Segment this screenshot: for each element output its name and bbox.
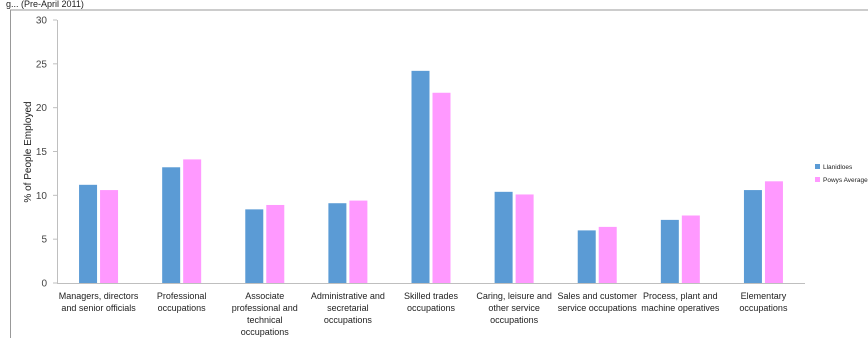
legend-label: Llanidloes xyxy=(823,164,853,171)
bar-llanidloes xyxy=(494,191,513,283)
bar-powys-average xyxy=(515,194,534,283)
legend-swatch xyxy=(815,177,820,182)
x-tick-label: Associate professional and technical occupa… xyxy=(232,291,298,337)
bar-llanidloes xyxy=(79,184,98,283)
x-tick-label: Professional occupations xyxy=(157,291,207,313)
y-tick-label: 20 xyxy=(36,103,48,114)
y-axis: 0 5 10 15 20 25 30 xyxy=(36,16,805,290)
bar-powys-average xyxy=(598,226,617,283)
x-tick-label: Process, plant and machine operatives xyxy=(641,291,720,313)
bar-powys-average xyxy=(681,215,700,283)
bar-powys-average xyxy=(183,159,202,283)
y-axis-label: % of People Employed xyxy=(23,101,34,202)
bar-llanidloes xyxy=(162,167,181,283)
bar-powys-average xyxy=(100,190,119,283)
bar-powys-average xyxy=(764,181,783,283)
x-tick-label: Administrative and secretarial occupations xyxy=(311,291,385,325)
y-tick-label: 10 xyxy=(36,191,48,202)
x-tick-label: Skilled trades occupations xyxy=(404,291,459,313)
bar-llanidloes xyxy=(660,219,679,283)
bar-llanidloes xyxy=(328,203,347,283)
legend-swatch xyxy=(815,164,820,169)
y-tick-label: 15 xyxy=(36,147,48,158)
y-tick-label: 5 xyxy=(41,235,47,246)
bar-llanidloes xyxy=(743,190,762,283)
bar-llanidloes xyxy=(577,230,596,283)
bar-powys-average xyxy=(432,92,451,283)
bars xyxy=(79,70,783,283)
y-tick-label: 0 xyxy=(41,279,47,290)
bar-powys-average xyxy=(349,200,368,283)
chart-title-fragment: g... (Pre-April 2011) xyxy=(6,0,84,9)
x-tick-label: Sales and customer service occupations xyxy=(557,291,637,313)
x-tick-label: Caring, leisure and other service occupati… xyxy=(476,291,552,325)
y-tick-label: 30 xyxy=(36,16,48,27)
x-axis-labels: Managers, directors and senior officials P… xyxy=(59,291,788,337)
legend-label: Powys Average xyxy=(823,177,868,184)
legend: Llanidloes Powys Average xyxy=(815,164,868,184)
x-tick-label: Elementary occupations xyxy=(739,291,788,313)
bar-powys-average xyxy=(266,204,285,283)
y-tick-label: 25 xyxy=(36,59,48,70)
x-tick-label: Managers, directors and senior officials xyxy=(59,291,139,313)
bar-llanidloes xyxy=(411,70,430,283)
bar-llanidloes xyxy=(245,209,264,283)
